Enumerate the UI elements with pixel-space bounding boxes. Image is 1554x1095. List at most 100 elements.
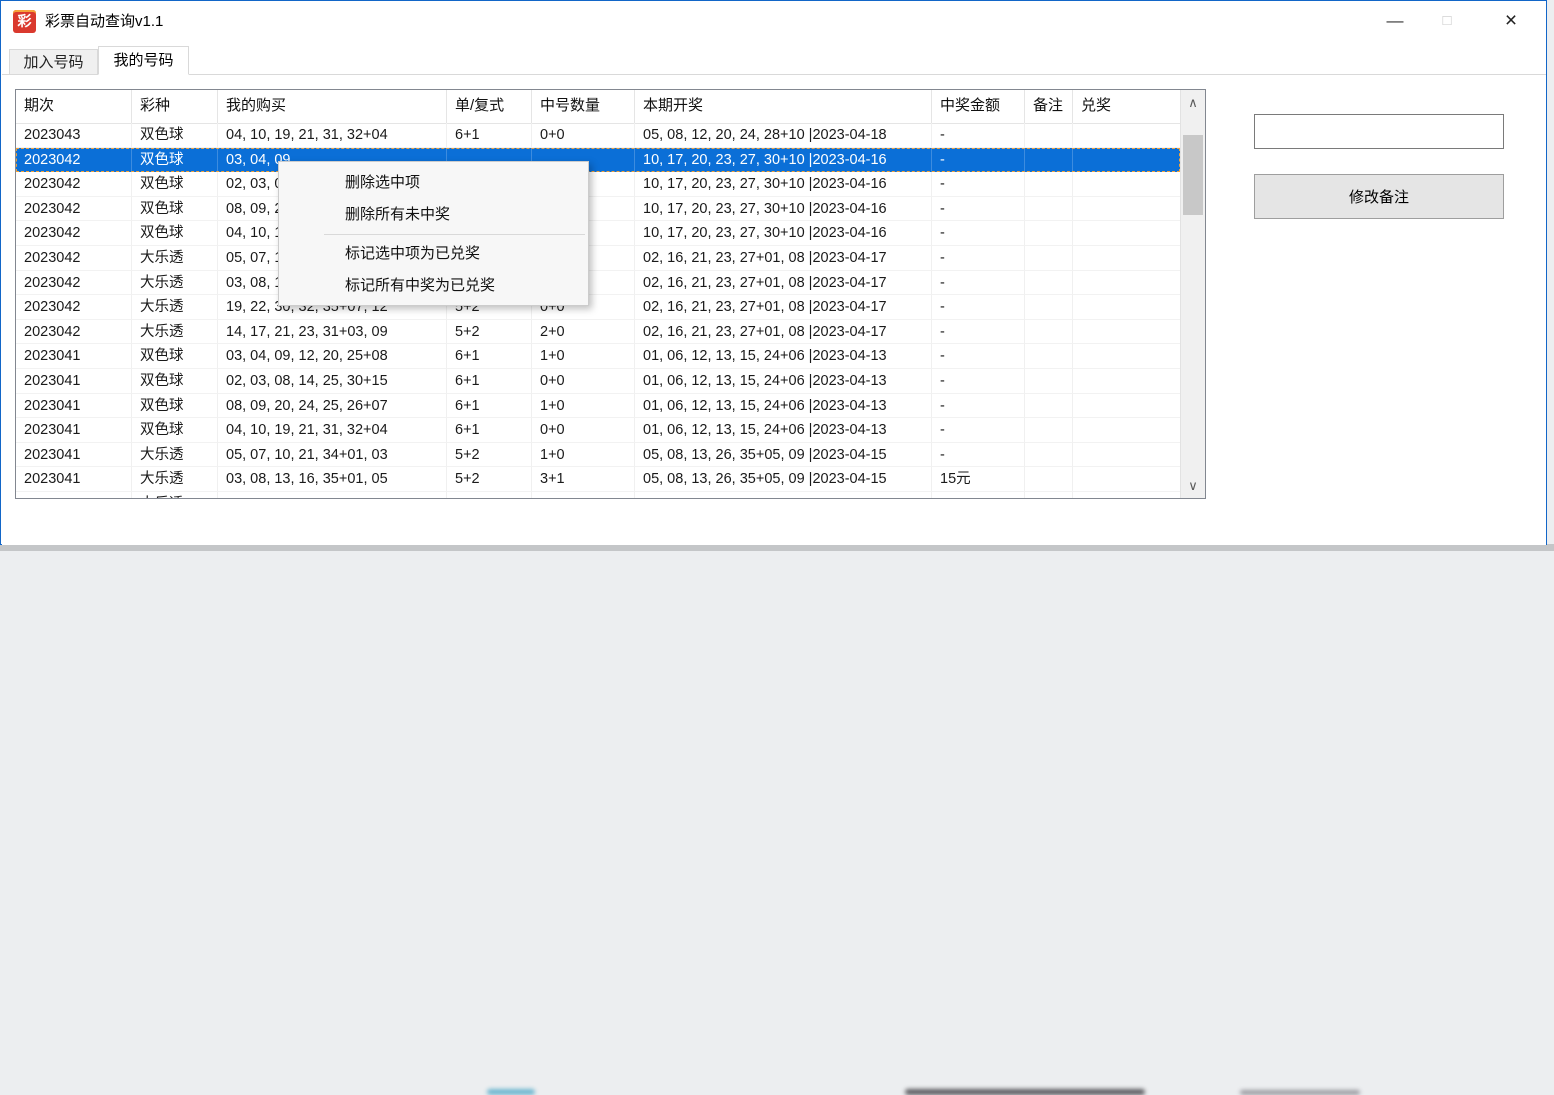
table-row[interactable]: 2023042 双色球 02, 03, 08 10, 17, 20, 23, 27, … bbox=[16, 172, 1180, 197]
table-cell: - bbox=[932, 147, 1025, 173]
column-header[interactable]: 备注 bbox=[1025, 90, 1073, 123]
close-button[interactable]: × bbox=[1504, 9, 1518, 32]
table-cell bbox=[1073, 172, 1180, 197]
table-cell: 2023042 bbox=[16, 319, 132, 345]
table-cell bbox=[1073, 492, 1180, 498]
table-cell: - bbox=[932, 344, 1025, 369]
table-cell: 08, 09, 20, 24, 25, 26+07 bbox=[218, 393, 447, 419]
table-row[interactable]: 2023041 双色球 04, 10, 19, 21, 31, 32+04 6+1 0+… bbox=[16, 418, 1180, 443]
scroll-down-button[interactable]: ∨ bbox=[1188, 478, 1198, 493]
menu-item[interactable]: 标记所有中奖为已兑奖 bbox=[345, 277, 496, 294]
table-cell bbox=[1073, 467, 1180, 492]
table-cell: - bbox=[932, 245, 1025, 271]
table-row[interactable]: 2023041 大乐透 05, 07, 10, 21, 34+01, 03 5+2 1+… bbox=[16, 442, 1180, 468]
table-cell: 双色球 bbox=[132, 196, 218, 222]
table-cell: 02, 03, 08, 14, 25, 30+15 bbox=[218, 368, 447, 394]
table-cell: 05, 08, 13, 26, 35+05, 09 |2023-04-15 bbox=[635, 467, 932, 492]
table-cell bbox=[1025, 491, 1073, 498]
table-cell: 2+0 bbox=[532, 319, 635, 345]
table-cell bbox=[1073, 147, 1180, 173]
table-cell bbox=[1025, 319, 1073, 345]
table-cell bbox=[1073, 418, 1180, 443]
table-cell bbox=[1073, 221, 1180, 246]
table-cell bbox=[1025, 172, 1073, 197]
table-cell bbox=[1025, 368, 1073, 394]
table-cell: - bbox=[932, 418, 1025, 443]
table-cell: 双色球 bbox=[132, 418, 218, 443]
scrollbar-thumb[interactable] bbox=[1183, 135, 1203, 215]
table-cell: 5+2 bbox=[447, 319, 532, 345]
table-cell: - bbox=[932, 196, 1025, 222]
table-row[interactable]: 2023042 大乐透 14, 17, 21, 23, 31+03, 09 5+2 2+… bbox=[16, 319, 1180, 345]
column-header[interactable]: 中奖金额 bbox=[932, 90, 1025, 123]
table-row[interactable]: 2023041 大乐透 03, 08, 13, 16, 35+01, 05 5+2 3+… bbox=[16, 467, 1180, 492]
table-cell: 2023042 bbox=[16, 172, 132, 197]
table-cell: 01, 06, 12, 13, 15, 24+06 |2023-04-13 bbox=[635, 344, 932, 369]
title-bar: 彩 彩票自动查询v1.1 — □ × bbox=[1, 1, 1546, 43]
column-header[interactable]: 中号数量 bbox=[532, 90, 635, 123]
table-cell bbox=[1073, 197, 1180, 222]
table-cell: 2023043 bbox=[16, 123, 132, 148]
column-header[interactable]: 单/复式 bbox=[447, 90, 532, 123]
table-cell: 02, 16, 21, 23, 27+01, 08 |2023-04-17 bbox=[635, 319, 932, 345]
table-cell: 04, 10, 19, 21, 31, 32+04 bbox=[218, 123, 447, 148]
table-cell: - bbox=[932, 319, 1025, 345]
table-cell: 双色球 bbox=[132, 393, 218, 419]
table-cell: 大乐透 bbox=[132, 442, 218, 468]
table-row[interactable]: 2023041 双色球 02, 03, 08, 14, 25, 30+15 6+1 0+… bbox=[16, 368, 1180, 394]
table-cell: 15元 bbox=[932, 467, 1025, 492]
scroll-up-button[interactable]: ∧ bbox=[1188, 95, 1198, 110]
desktop-blur-blob bbox=[1240, 1090, 1360, 1095]
column-header[interactable]: 兑奖 bbox=[1081, 97, 1112, 114]
table-cell bbox=[1025, 270, 1073, 296]
table-row[interactable]: 大乐透 bbox=[16, 491, 1180, 498]
column-header[interactable]: 彩种 bbox=[132, 90, 218, 123]
table-cell: - bbox=[932, 221, 1025, 246]
table-cell: 04, 10, 19, 21, 31, 32+04 bbox=[218, 418, 447, 443]
table-row[interactable]: 2023042 大乐透 19, 22, 30, 32, 35+07, 12 5+2 0+… bbox=[16, 295, 1180, 320]
table-cell bbox=[635, 491, 932, 498]
table-cell bbox=[932, 491, 1025, 498]
table-cell bbox=[1025, 196, 1073, 222]
table-cell bbox=[1073, 271, 1180, 296]
table-cell: 双色球 bbox=[132, 221, 218, 246]
vertical-scrollbar[interactable]: ∧ ∨ bbox=[1180, 90, 1205, 498]
lottery-table: 期次 彩种 我的购买 单/复式 中号数量 本期开奖 中奖金额 备注 兑奖 2023043 双色球 0… bbox=[15, 89, 1206, 499]
table-cell: 1+0 bbox=[532, 344, 635, 369]
table-row[interactable]: 2023041 双色球 03, 04, 09, 12, 20, 25+08 6+1 1+… bbox=[16, 344, 1180, 369]
tab-my-numbers[interactable]: 我的号码 bbox=[98, 46, 189, 75]
modify-note-button[interactable]: 修改备注 bbox=[1254, 174, 1504, 219]
table-row[interactable]: 2023042 双色球 04, 10, 19 10, 17, 20, 23, 27, … bbox=[16, 221, 1180, 246]
table-row[interactable]: 2023042 双色球 08, 09, 20 10, 17, 20, 23, 27, … bbox=[16, 196, 1180, 222]
table-cell: 5+2 bbox=[447, 467, 532, 492]
table-cell: 大乐透 bbox=[132, 319, 218, 345]
column-header[interactable]: 期次 bbox=[16, 90, 132, 123]
table-cell bbox=[1073, 320, 1180, 345]
table-cell: 02, 16, 21, 23, 27+01, 08 |2023-04-17 bbox=[635, 295, 932, 320]
table-row[interactable]: 2023041 双色球 08, 09, 20, 24, 25, 26+07 6+1 1+… bbox=[16, 393, 1180, 419]
menu-item[interactable]: 标记选中项为已兑奖 bbox=[345, 245, 481, 262]
column-header[interactable]: 我的购买 bbox=[218, 90, 447, 123]
table-cell: 2023042 bbox=[16, 196, 132, 222]
table-cell: 2023042 bbox=[16, 245, 132, 271]
table-row[interactable]: 2023042 大乐透 05, 07, 10 02, 16, 21, 23, 27+0… bbox=[16, 245, 1180, 271]
table-header: 期次 彩种 我的购买 单/复式 中号数量 本期开奖 中奖金额 备注 兑奖 bbox=[16, 90, 1180, 124]
table-cell bbox=[1073, 246, 1180, 271]
maximize-button[interactable]: □ bbox=[1442, 12, 1452, 29]
table-cell: - bbox=[932, 368, 1025, 394]
menu-item[interactable]: 删除选中项 bbox=[345, 174, 421, 191]
table-cell: 2023041 bbox=[16, 393, 132, 419]
desktop-background bbox=[0, 544, 1554, 1095]
table-row[interactable]: 2023043 双色球 04, 10, 19, 21, 31, 32+04 6+1 0+… bbox=[16, 123, 1180, 148]
menu-item[interactable]: 删除所有未中奖 bbox=[345, 206, 451, 223]
minimize-button[interactable]: — bbox=[1386, 11, 1404, 30]
note-input[interactable] bbox=[1254, 114, 1504, 149]
column-header[interactable]: 本期开奖 bbox=[635, 90, 932, 123]
table-cell bbox=[1025, 418, 1073, 443]
table-row[interactable]: 2023042 大乐透 03, 08, 13 02, 16, 21, 23, 27+0… bbox=[16, 270, 1180, 296]
tab-add-numbers[interactable]: 加入号码 bbox=[9, 49, 98, 74]
table-cell: 01, 06, 12, 13, 15, 24+06 |2023-04-13 bbox=[635, 368, 932, 394]
table-cell: 双色球 bbox=[132, 147, 218, 173]
table-row[interactable]: 2023042 双色球 03, 04, 09 10, 17, 20, 23, 27, … bbox=[16, 147, 1180, 173]
table-cell: 6+1 bbox=[447, 368, 532, 394]
